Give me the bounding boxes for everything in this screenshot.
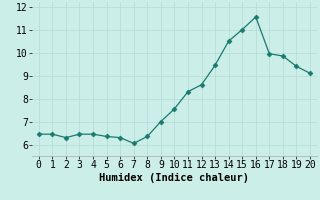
X-axis label: Humidex (Indice chaleur): Humidex (Indice chaleur): [100, 173, 249, 183]
